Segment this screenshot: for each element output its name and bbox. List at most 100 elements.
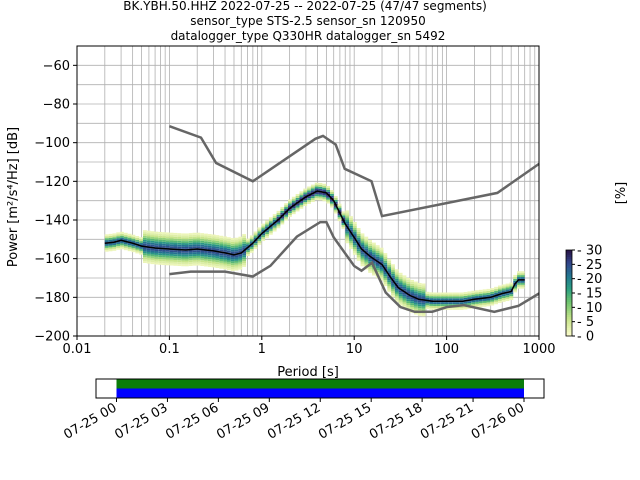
ppsd-cell [398, 274, 403, 277]
ppsd-cell [123, 236, 128, 239]
ppsd-cell [112, 246, 117, 249]
ppsd-cell [238, 246, 243, 249]
ppsd-cell [402, 296, 407, 299]
ppsd-cell [272, 225, 277, 228]
ppsd-cell [387, 276, 392, 279]
ppsd-cell [242, 261, 247, 264]
ppsd-cell [349, 239, 353, 242]
ppsd-cell [513, 274, 518, 277]
ppsd-cell [410, 287, 414, 290]
ppsd-cell [505, 289, 510, 292]
colorbar-tick-label: - 5 [577, 315, 594, 330]
ppsd-cell [288, 209, 292, 212]
ppsd-cell [330, 203, 334, 206]
ppsd-cell [375, 250, 380, 253]
ppsd-cell [471, 300, 476, 303]
ppsd-cell [238, 240, 243, 243]
ppsd-cell [360, 262, 365, 265]
ppsd-cell [402, 304, 407, 307]
ppsd-cell [200, 242, 205, 245]
ppsd-cell [165, 234, 170, 237]
ppsd-cell [345, 237, 350, 240]
ppsd-cell [116, 247, 121, 250]
ppsd-cell [459, 306, 464, 308]
ppsd-cell [127, 243, 132, 246]
ppsd-cell [154, 239, 159, 242]
ppsd-cell [238, 238, 243, 241]
ppsd-cell [165, 249, 170, 252]
ppsd-cell [341, 213, 346, 216]
ppsd-cell [356, 237, 361, 240]
ppsd-cell [207, 247, 212, 250]
ppsd-cell [215, 235, 220, 238]
ppsd-cell [379, 276, 384, 279]
ppsd-cell [215, 240, 220, 243]
ppsd-cell [242, 234, 247, 236]
ppsd-cell [490, 299, 495, 302]
ppsd-cell [211, 257, 216, 260]
ppsd-cell [272, 223, 277, 226]
ppsd-cell [230, 259, 235, 262]
ppsd-cell [494, 300, 498, 303]
ppsd-cell [207, 255, 212, 258]
ppsd-cell [284, 209, 289, 211]
ppsd-cell [425, 303, 430, 306]
ppsd-cell [337, 205, 342, 208]
ppsd-cell [459, 294, 464, 297]
ppsd-cell [406, 287, 411, 290]
ppsd-cell [314, 184, 319, 187]
mean-psd-line [104, 190, 525, 302]
colorbar-segment [566, 320, 572, 324]
ppsd-cell [135, 237, 140, 240]
ppsd-cell [173, 250, 178, 253]
ppsd-cell [517, 284, 521, 287]
coverage-tick-label: 07-26 00 [469, 400, 527, 442]
ppsd-cell [226, 268, 231, 271]
ppsd-cell [165, 261, 170, 264]
ppsd-cell [104, 249, 109, 252]
ppsd-cell [200, 258, 205, 261]
ppsd-cell [158, 243, 163, 246]
ppsd-cell [204, 247, 208, 250]
ppsd-cell [356, 253, 361, 256]
ppsd-cell [234, 251, 239, 254]
ppsd-cell [192, 263, 197, 266]
colorbar-segment [566, 301, 572, 305]
ppsd-cell [230, 261, 235, 264]
ppsd-cell [146, 257, 151, 260]
ppsd-cell [219, 262, 224, 265]
ppsd-cell [356, 241, 361, 244]
ppsd-cell [364, 248, 369, 251]
ppsd-cell [242, 243, 247, 246]
ppsd-cell [226, 243, 231, 245]
ppsd-cell [184, 254, 189, 257]
ppsd-cell [142, 251, 147, 254]
ppsd-cell [505, 285, 510, 288]
ppsd-cell [181, 252, 185, 255]
ppsd-cell [364, 261, 369, 264]
ppsd-cell [249, 248, 254, 251]
ppsd-cell [192, 232, 197, 235]
ppsd-cell [509, 294, 514, 297]
colorbar-segment [566, 331, 572, 335]
ppsd-cell [215, 260, 220, 263]
ppsd-cell [421, 297, 426, 299]
ppsd-cell [226, 237, 231, 240]
ppsd-cell [184, 235, 189, 238]
ppsd-cell [127, 249, 132, 252]
y-tick-label: −80 [43, 98, 70, 113]
ppsd-cell [341, 211, 346, 214]
ppsd-cell [406, 297, 411, 300]
ppsd-cell [505, 293, 510, 296]
ppsd-cell [410, 285, 414, 288]
ppsd-cell [177, 256, 182, 259]
ppsd-cell [517, 286, 521, 289]
ppsd-cell [391, 295, 395, 298]
ppsd-cell [173, 242, 178, 245]
ppsd-cell [383, 284, 388, 286]
ppsd-cell [135, 245, 140, 248]
ppsd-cell [417, 313, 422, 316]
ppsd-cell [490, 293, 495, 296]
ppsd-cell [410, 289, 414, 292]
ppsd-cell [413, 302, 418, 305]
